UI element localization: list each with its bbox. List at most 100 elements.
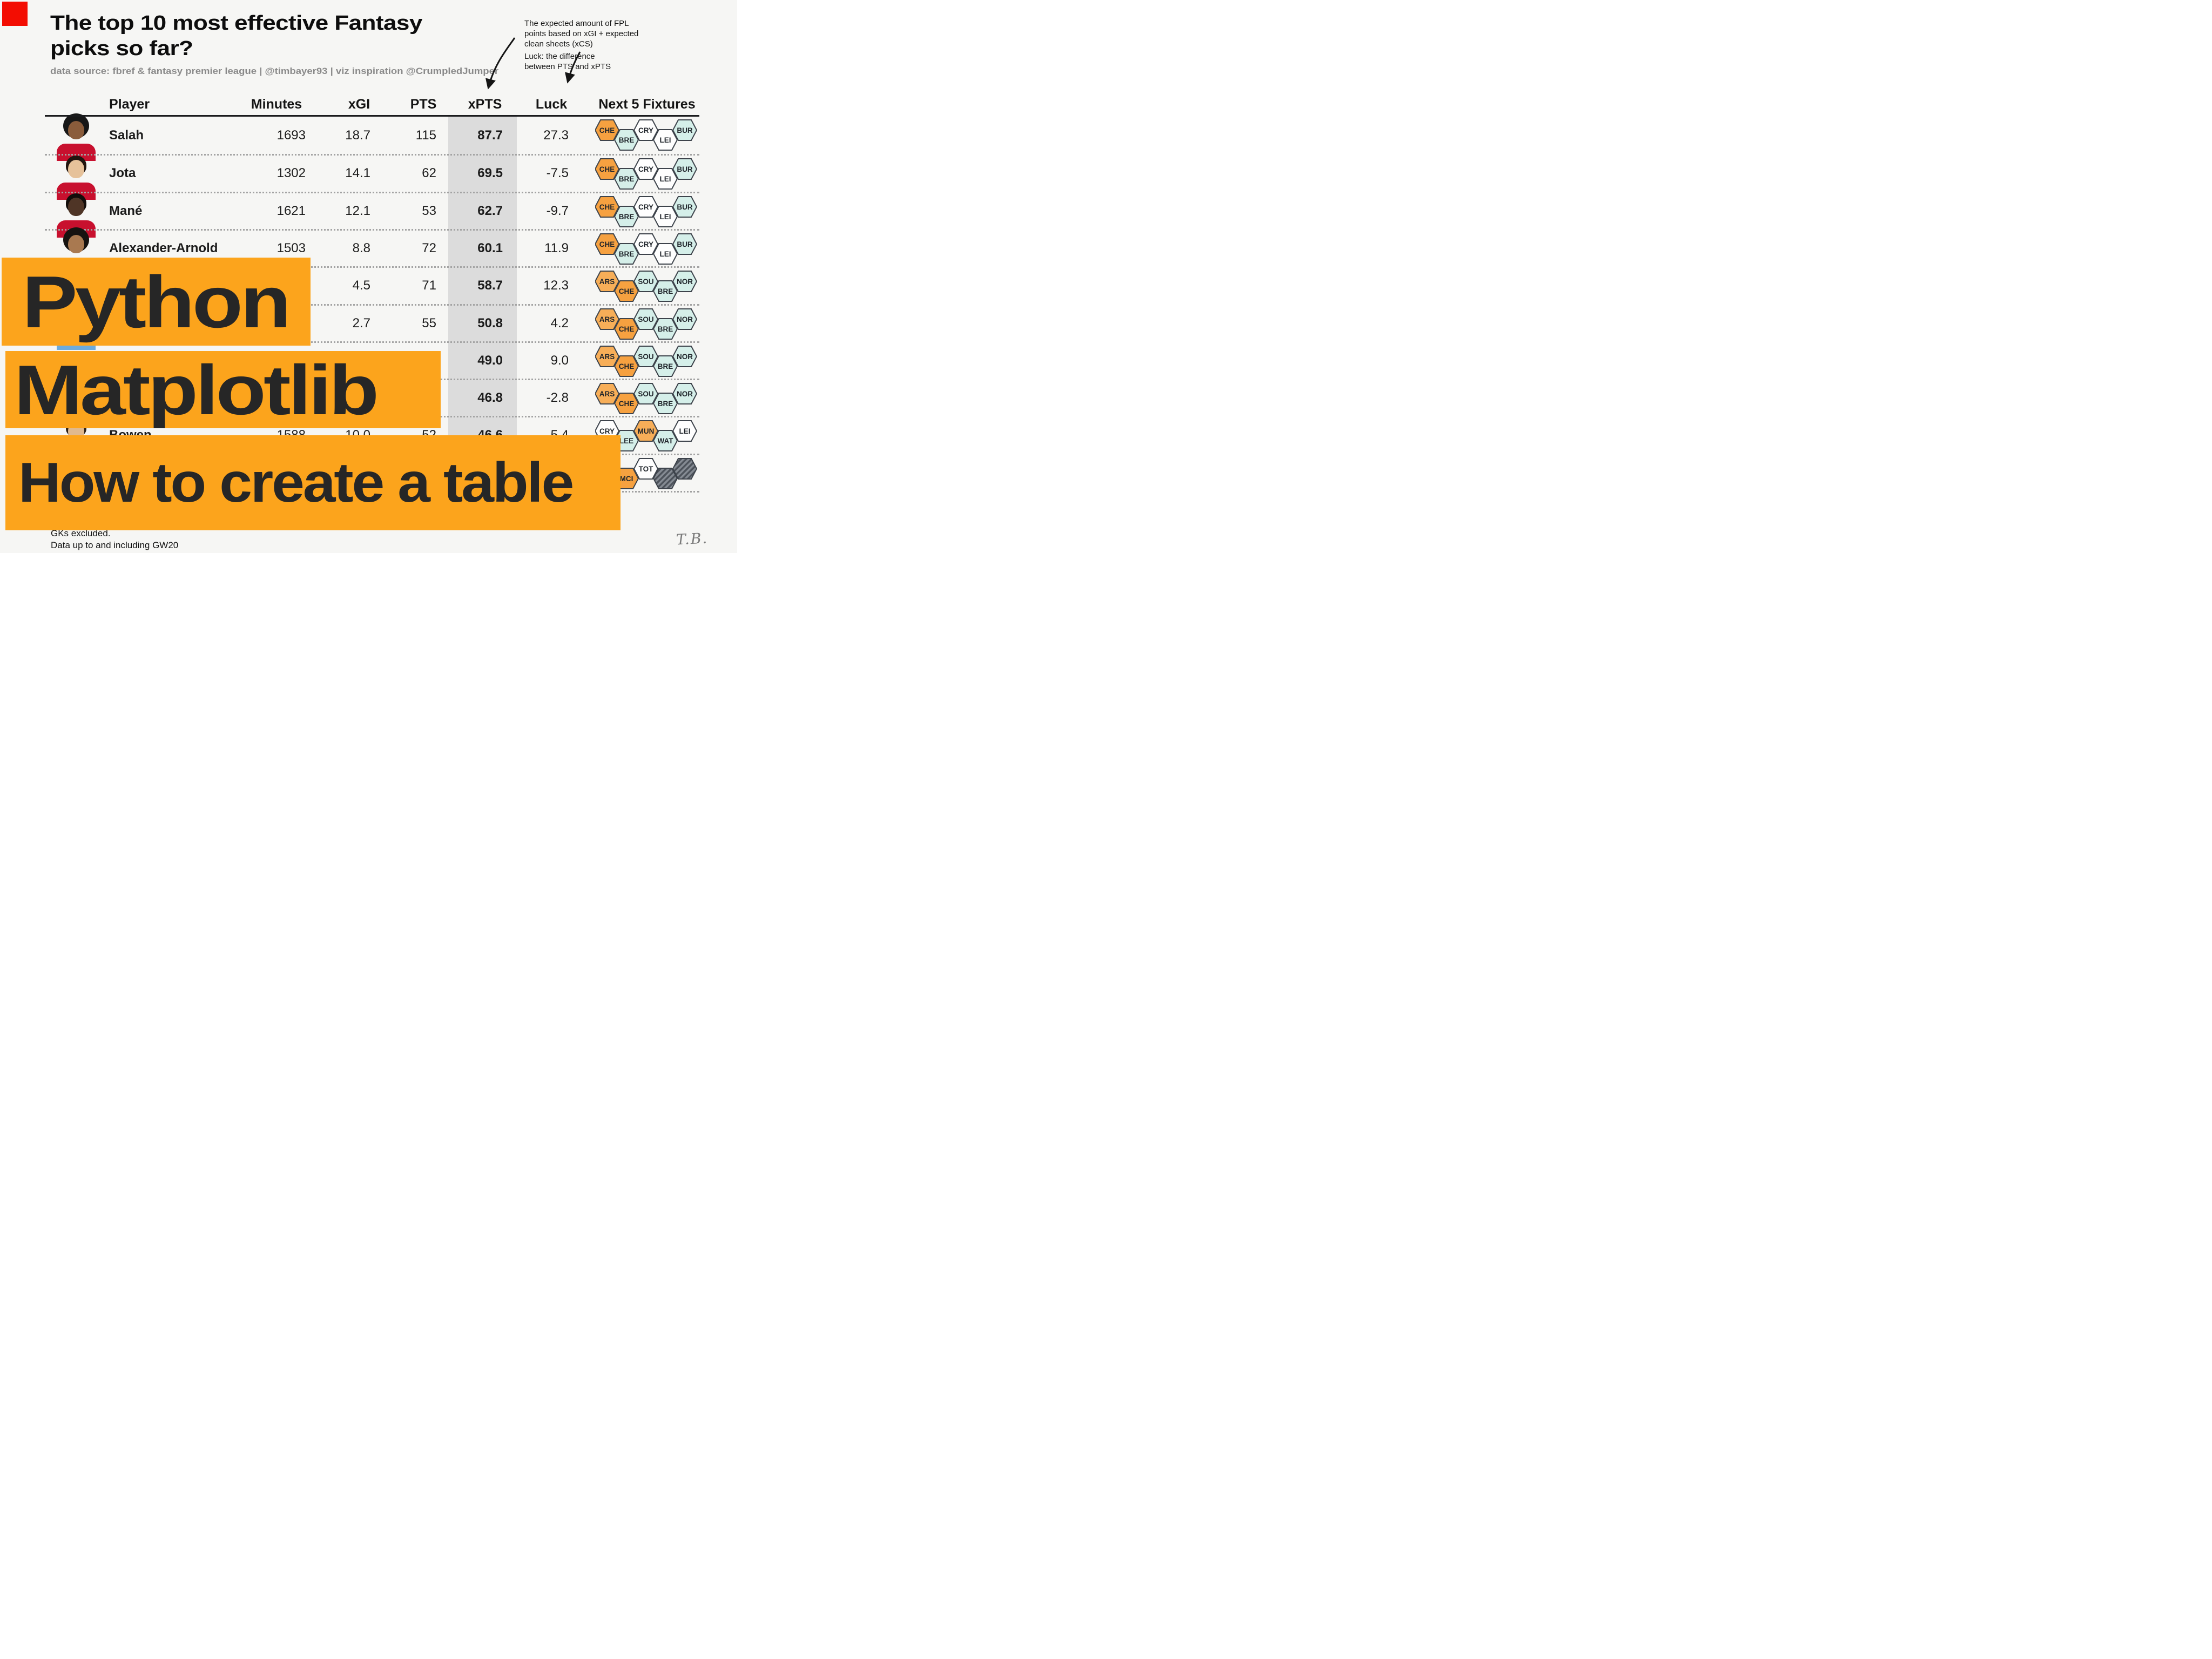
fixture-hex-bre [613,129,639,151]
fixture-hex-che [595,233,620,255]
cell-luck: -7.5 [546,166,569,181]
column-header-minutes: Minutes [251,96,302,112]
fixture-label: CRY [638,203,653,211]
table-row: Mané 1621 12.1 53 62.7 -9.7 CHE BRE CRY LEI… [45,191,699,238]
cell-minutes: 1503 [276,240,306,255]
fixture-hex-nor [672,345,698,367]
fixture-hex-bre [652,318,678,340]
cell-xpts: 49.0 [477,353,503,368]
fixture-hex-bur [672,119,698,141]
fixture-hex-lei [652,168,678,190]
data-source-note: data source: fbref & fantasy premier lea… [50,66,499,76]
fixture-label: CHE [599,165,615,173]
table-row: Alexander-Arnold 1503 8.8 72 60.1 11.9 C… [45,227,699,275]
fixture-hex-bre [652,280,678,302]
fixture-hex-bre [613,205,639,227]
avatar-face [68,121,84,139]
fixture-hex-ars [595,345,620,367]
fixture-label: CRY [638,240,653,248]
fixture-label: BUR [677,240,692,248]
fixture-label: WAT [658,437,674,445]
fixture-hex-nor [672,271,698,293]
player-name: Jota [109,166,136,181]
fixture-hex-bre [613,242,639,265]
cell-minutes: 1621 [276,203,306,218]
cell-xgi: 12.1 [345,203,370,218]
column-header-xgi: xGI [348,96,370,112]
fixture-label: NOR [677,390,693,398]
cell-pts: 55 [422,315,436,331]
cell-xpts: 46.8 [477,390,503,406]
player-name: Mané [109,203,143,218]
fixture-hex-che [613,393,639,415]
fixture-hex-mun [633,420,659,442]
avatar-face [68,234,84,253]
fixture-label: CRY [599,427,615,435]
fixture-label: LEI [659,213,671,221]
fixture-label: ARS [599,315,615,323]
fixture-label: SOU [638,278,653,286]
fixture-label: SOU [638,390,653,398]
footnote-gks: GKs excluded. [51,528,111,538]
fixture-hex-blank [652,467,678,489]
fixture-label: LEE [619,437,633,445]
fixture-hex-nor [672,383,698,405]
fixture-label: ARS [599,278,615,286]
fixture-label: MUN [638,427,655,435]
fixture-hex-tot [633,457,659,480]
cell-luck: -9.7 [546,203,569,218]
player-name: Alexander-Arnold [109,240,218,255]
column-header-player: Player [109,96,150,112]
fixture-label: BRE [658,287,673,295]
fixture-label: CHE [619,287,635,295]
table-row: 49.0 9.0 ARS CHE SOU BRE NOR [45,341,699,379]
fixture-hex-che [613,280,639,302]
fixture-hex-lei [652,129,678,151]
page-title-line2: picks so far? [50,37,193,60]
cell-xpts: 50.8 [477,315,503,331]
fixture-label: TOT [639,465,654,473]
banner-matplotlib: Matplotlib [5,351,441,428]
fixture-label: NOR [677,315,693,323]
cell-xpts: 58.7 [477,278,503,293]
column-header-fixtures: Next 5 Fixtures [598,96,696,112]
fixture-label: ARS [599,353,615,361]
fixture-hex-cry [633,233,659,255]
fixture-label: BRE [658,400,673,408]
fixture-label: BRE [619,213,635,221]
cell-pts: 115 [415,127,436,143]
fixture-hex-blank [672,457,698,480]
table-row: 4.5 71 58.7 12.3 ARS CHE SOU BRE NOR [45,266,699,304]
fixture-hex-ars [595,271,620,293]
fixture-hex-sou [633,345,659,367]
header-divider-line [45,115,699,117]
cell-luck: 27.3 [543,127,569,143]
cell-minutes: 1693 [276,127,306,143]
cell-xpts: 62.7 [477,203,503,218]
fixture-hex-lei [672,420,698,442]
cell-luck: -2.8 [546,390,569,406]
column-header-pts: PTS [410,96,437,112]
fixture-hex-che [613,355,639,377]
fixture-hex-bre [652,393,678,415]
banner-matplotlib-label: Matplotlib [14,351,379,428]
banner-python-label: Python [22,260,291,343]
player-name: Salah [109,127,144,143]
fixture-hex-bre [613,168,639,190]
fixture-hex-cry [633,195,659,218]
fixture-label: CRY [638,126,653,134]
fixture-hex-lei [652,205,678,227]
fixture-label: BRE [619,136,635,144]
fixture-hex-bur [672,195,698,218]
fixture-label: NOR [677,353,693,361]
fixture-label: ARS [599,390,615,398]
cell-xpts: 69.5 [477,166,503,181]
fixture-label: BRE [619,250,635,258]
fixture-label: BRE [658,325,673,333]
arrow-to-xpts-icon [485,37,516,90]
cell-xpts: 87.7 [477,127,503,143]
fixture-label: LEI [659,250,671,258]
